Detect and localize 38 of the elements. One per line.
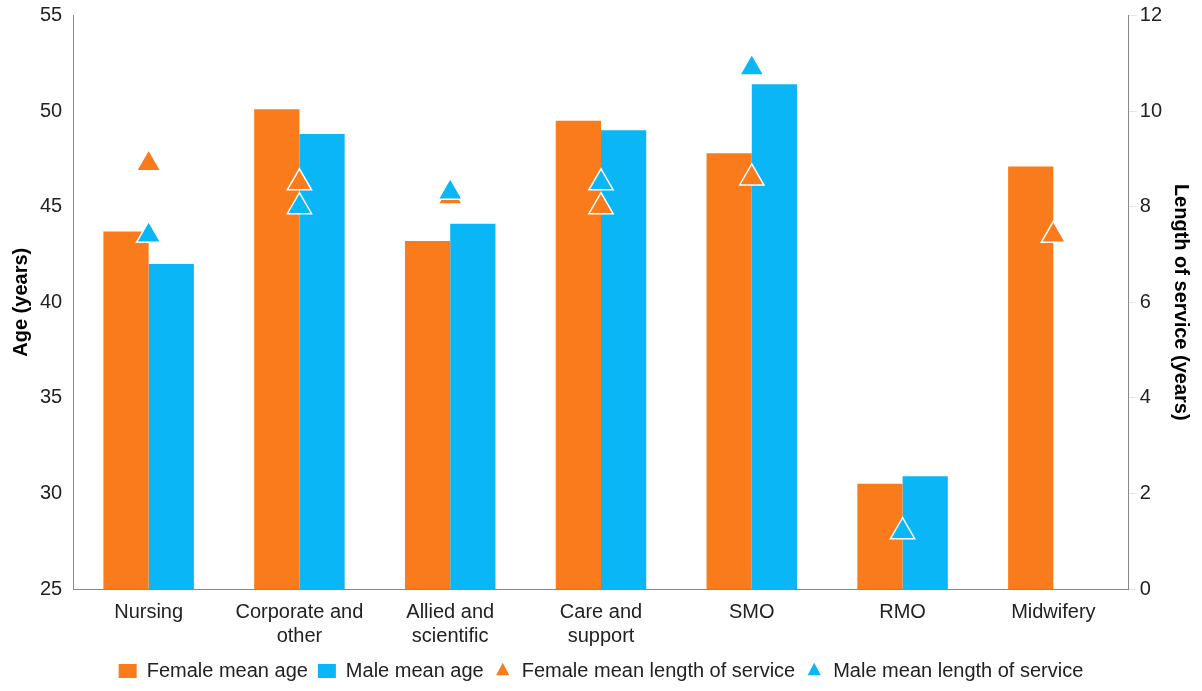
point [1040,220,1067,244]
y-tick-label: 45 [40,194,63,217]
y2-tick-label: 8 [1139,194,1151,217]
point [889,516,916,540]
legend-label: Female mean length of service [521,658,796,681]
x-tick-label: Nursing [114,599,184,622]
x-tick-label: SMO [729,599,775,622]
y2-tick-label: 6 [1139,289,1151,312]
legend-label: Male mean length of service [833,658,1084,681]
x-tick-label: Allied and scientific [406,599,495,646]
y2-tick-label: 10 [1139,98,1162,121]
y-tick-label: 50 [40,98,63,121]
y-tick-label: 55 [40,3,63,26]
y2-tick-label: 2 [1139,480,1151,503]
x-tick-label: RMO [879,599,926,622]
legend-label: Female mean age [146,658,308,681]
point [738,53,765,76]
point [588,168,614,191]
y-axis-title: Age (years) [8,247,31,357]
y2-axis-title: Length of service (years) [1171,183,1194,421]
x-tick-label: Care and support [559,599,643,646]
y2-tick-label: 0 [1139,576,1151,599]
y2-tick-label: 4 [1139,385,1151,408]
point [738,163,765,186]
point [588,191,614,215]
point [437,177,464,201]
y-tick-label: 35 [40,385,63,408]
point [286,191,313,215]
point [135,148,162,172]
y2-tick-label: 12 [1139,3,1162,26]
point [286,168,313,191]
x-tick-label: Midwifery [1011,599,1096,622]
point [135,220,162,244]
x-tick-label: Corporate and other [235,599,364,646]
legend-label: Male mean age [345,658,484,681]
y-tick-label: 40 [40,289,63,312]
y-tick-label: 30 [40,480,63,503]
y-tick-label: 25 [40,576,63,599]
